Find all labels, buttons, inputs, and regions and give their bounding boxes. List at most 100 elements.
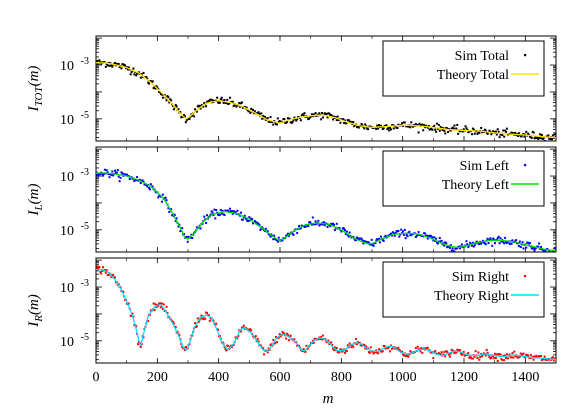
data-point xyxy=(361,239,364,242)
data-point xyxy=(391,231,394,234)
data-point xyxy=(403,121,406,124)
data-point xyxy=(496,128,499,131)
x-tick-label: 600 xyxy=(270,370,291,385)
data-point xyxy=(517,244,520,247)
data-point xyxy=(117,62,120,65)
data-point xyxy=(266,117,269,120)
data-point xyxy=(177,225,180,228)
data-point xyxy=(218,213,221,216)
plot-area xyxy=(96,265,556,362)
data-point xyxy=(499,353,502,356)
data-point xyxy=(381,350,384,353)
data-point xyxy=(286,232,289,235)
data-point xyxy=(403,228,406,231)
data-point xyxy=(147,319,150,322)
legend-label: Theory Right xyxy=(434,289,509,304)
series-line-theory-right xyxy=(96,268,556,361)
y-tick-exponent: -3 xyxy=(81,56,89,67)
data-point xyxy=(107,274,110,277)
data-point xyxy=(414,235,417,238)
data-point xyxy=(416,123,419,126)
data-point xyxy=(332,348,335,351)
data-point xyxy=(398,348,401,351)
data-point xyxy=(241,218,244,221)
data-point xyxy=(392,232,395,235)
data-point xyxy=(436,242,439,245)
data-point xyxy=(145,183,148,186)
data-point xyxy=(553,133,556,136)
data-point xyxy=(334,116,337,119)
data-point xyxy=(160,93,163,96)
data-point xyxy=(449,129,452,132)
data-point xyxy=(220,212,223,215)
data-point xyxy=(256,337,259,340)
data-point xyxy=(240,211,243,214)
plot-frame xyxy=(95,35,557,142)
data-point xyxy=(268,120,271,123)
data-point xyxy=(377,127,380,130)
data-point xyxy=(200,314,203,317)
data-point xyxy=(521,241,524,244)
data-point xyxy=(286,120,289,123)
data-point xyxy=(232,105,235,108)
data-point xyxy=(345,121,348,124)
data-point xyxy=(292,233,295,236)
data-point xyxy=(532,247,535,250)
data-point xyxy=(148,186,151,189)
data-point xyxy=(547,252,549,254)
data-point xyxy=(174,104,177,107)
data-point xyxy=(501,133,504,136)
series-line-theory-left xyxy=(96,172,556,252)
data-point xyxy=(477,351,480,354)
data-point xyxy=(250,329,253,332)
data-point xyxy=(207,314,210,317)
data-point xyxy=(467,351,470,354)
data-point xyxy=(421,351,424,354)
data-point xyxy=(553,246,556,249)
data-point xyxy=(367,241,370,244)
data-point xyxy=(478,243,481,246)
data-point xyxy=(142,336,145,339)
data-point xyxy=(264,227,267,230)
data-point xyxy=(108,176,111,179)
y-axis-label: ITOT(m) xyxy=(26,66,45,113)
data-point xyxy=(522,247,525,250)
data-point xyxy=(307,225,310,228)
data-point xyxy=(325,341,328,344)
data-point xyxy=(360,122,363,125)
data-point xyxy=(405,233,408,236)
data-point xyxy=(496,237,499,240)
data-point xyxy=(456,247,459,250)
data-point xyxy=(160,302,163,305)
data-point xyxy=(350,121,353,124)
data-point xyxy=(472,128,475,131)
data-point xyxy=(225,349,228,352)
data-point xyxy=(296,118,299,121)
data-point xyxy=(442,242,445,245)
data-point xyxy=(238,102,241,105)
data-point xyxy=(213,208,216,211)
x-tick-label: 200 xyxy=(147,370,168,385)
data-point xyxy=(137,71,140,74)
data-point xyxy=(161,307,164,310)
data-point xyxy=(492,237,495,240)
data-point xyxy=(426,126,429,129)
x-axis: 0 200 400 600 800 1000 1200 1400 m xyxy=(93,370,540,407)
data-point xyxy=(393,234,396,237)
plot-frame xyxy=(95,146,557,253)
data-point xyxy=(194,322,197,325)
data-point xyxy=(543,139,546,141)
data-point xyxy=(335,119,338,122)
data-point xyxy=(407,355,410,358)
data-point xyxy=(338,350,341,353)
data-point xyxy=(402,233,405,236)
data-point xyxy=(256,221,259,224)
data-point xyxy=(276,117,279,120)
data-point xyxy=(397,346,400,349)
data-point xyxy=(554,248,556,251)
data-point xyxy=(326,116,329,119)
data-point xyxy=(204,218,207,221)
data-point xyxy=(470,244,473,247)
data-point xyxy=(451,247,454,250)
data-point xyxy=(543,355,546,358)
